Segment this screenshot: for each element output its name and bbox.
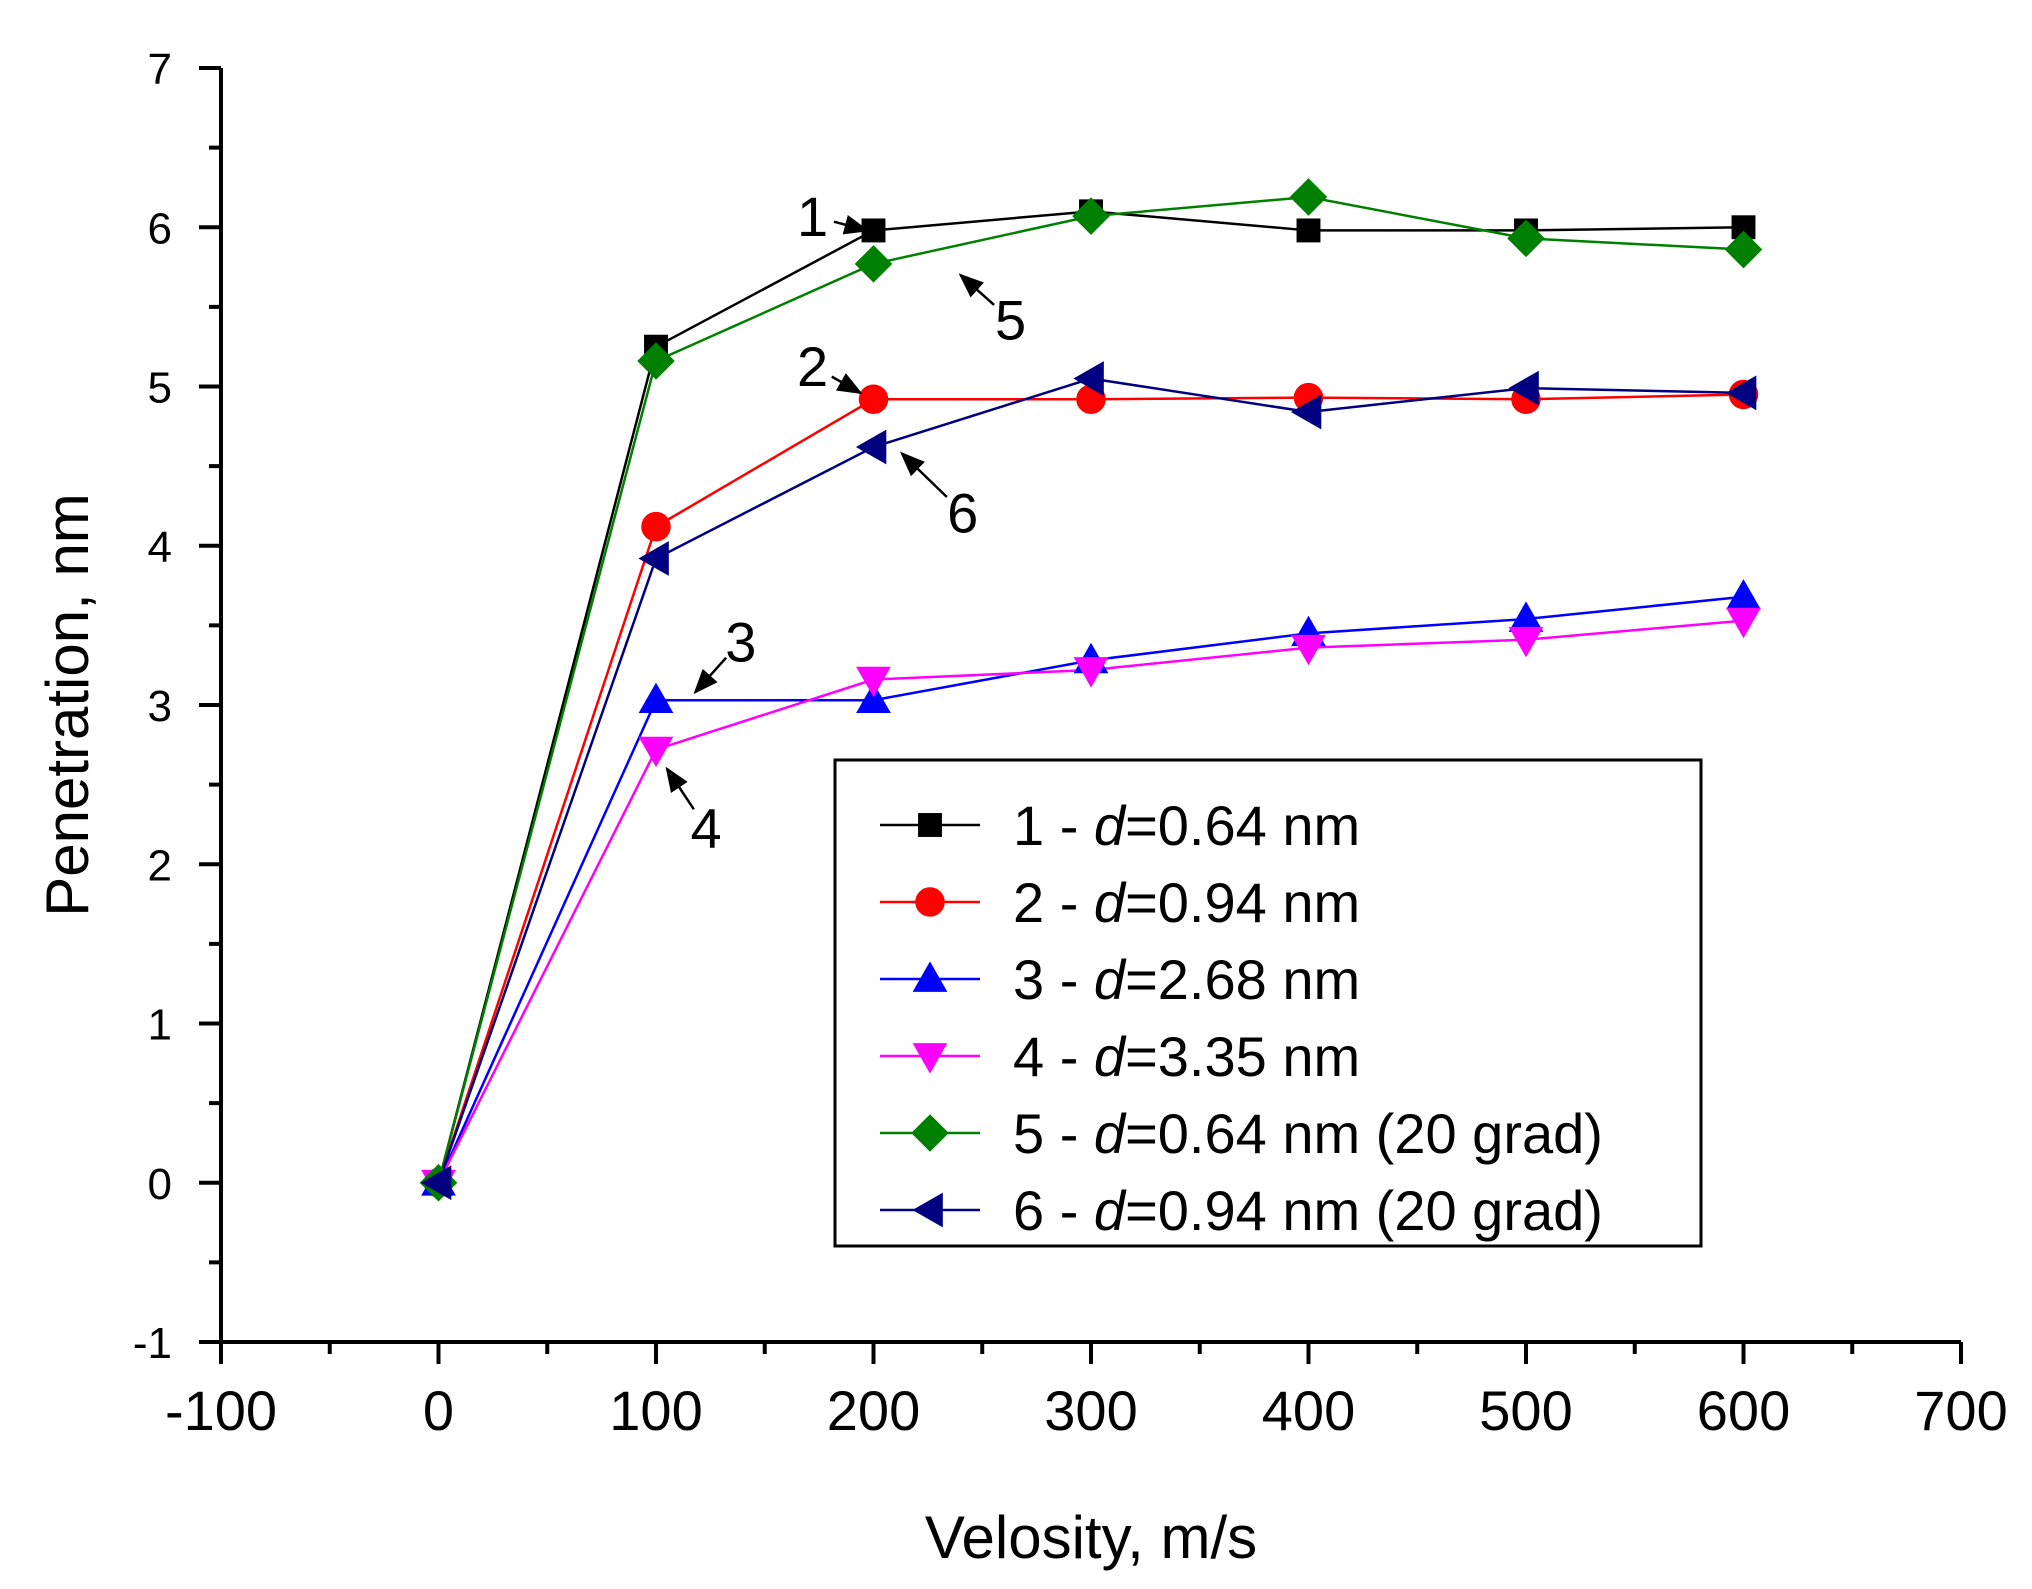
x-tick-label: -100 xyxy=(165,1379,277,1442)
data-point-series-6 xyxy=(1290,394,1322,430)
data-point-series-2 xyxy=(641,511,671,542)
legend-suffix: =2.68 nm xyxy=(1125,948,1360,1011)
legend-label-6: 6 - d=0.94 nm (20 grad) xyxy=(1013,1179,1603,1242)
y-tick-label: 5 xyxy=(148,364,172,413)
data-point-series-6 xyxy=(1073,361,1104,396)
data-point-series-4 xyxy=(1073,657,1109,688)
data-point-series-5 xyxy=(637,342,675,380)
y-tick-label: 6 xyxy=(148,204,172,253)
legend-prefix: 2 - xyxy=(1013,871,1094,934)
annotation-arrow-2 xyxy=(831,373,863,395)
data-point-series-1 xyxy=(1296,218,1321,243)
annotation-arrow-3 xyxy=(693,656,728,695)
legend-marker-5 xyxy=(911,1114,949,1152)
legend-box xyxy=(833,758,1703,1248)
legend-label-5: 5 - d=0.64 nm (20 grad) xyxy=(1013,1102,1603,1165)
y-tick-label: 0 xyxy=(148,1160,172,1209)
legend-suffix: =3.35 nm xyxy=(1125,1025,1360,1088)
legend-marker-3 xyxy=(912,961,948,992)
data-point-series-6 xyxy=(1725,375,1757,411)
legend-label-2: 2 - d=0.94 nm xyxy=(1013,871,1360,934)
legend: 1 - d=0.64 nm2 - d=0.94 nm3 - d=2.68 nm4… xyxy=(833,758,1703,1248)
legend-prefix: 6 - xyxy=(1013,1179,1094,1242)
x-tick-label: 600 xyxy=(1697,1379,1790,1442)
legend-marker-2 xyxy=(915,887,945,917)
x-tick-label: 500 xyxy=(1479,1379,1572,1442)
legend-var: d xyxy=(1094,1102,1127,1165)
data-point-series-4 xyxy=(1291,634,1326,666)
annotation-arrow-1 xyxy=(833,215,870,235)
data-point-series-5 xyxy=(854,245,893,283)
legend-var: d xyxy=(1094,948,1127,1011)
legend-var: d xyxy=(1094,1179,1127,1242)
data-point-series-3 xyxy=(638,682,674,714)
legend-prefix: 3 - xyxy=(1013,948,1094,1011)
axes: -100 0 100 200 300 400 500 600 700 -1 0 1 2 3 4 5 6 7 xyxy=(133,45,2008,1442)
legend-suffix: =0.94 nm xyxy=(1125,871,1360,934)
x-axis-title: Velosity, m/s xyxy=(925,1504,1257,1571)
annotation-label-3: 3 xyxy=(725,610,756,673)
x-tick-label: 0 xyxy=(423,1379,454,1442)
annotation-label-4: 4 xyxy=(690,797,721,860)
x-tick-label: 200 xyxy=(827,1379,920,1442)
legend-suffix: =0.94 nm (20 grad) xyxy=(1125,1179,1603,1242)
legend-prefix: 1 - xyxy=(1013,794,1094,857)
annotation-label-5: 5 xyxy=(995,289,1026,352)
legend-suffix: =0.64 nm (20 grad) xyxy=(1125,1102,1603,1165)
annotation-label-2: 2 xyxy=(797,335,828,398)
y-tick-label: 3 xyxy=(148,682,172,731)
y-axis-title: Penetration, nm xyxy=(34,493,101,917)
legend-marker-6 xyxy=(912,1192,943,1228)
legend-marker-4 xyxy=(912,1043,948,1074)
data-point-series-4 xyxy=(638,736,674,768)
data-point-series-4 xyxy=(856,666,891,698)
legend-var: d xyxy=(1094,1025,1127,1088)
data-point-series-4 xyxy=(1508,626,1544,658)
y-tick-label: 1 xyxy=(148,1001,172,1050)
data-point-series-6 xyxy=(1508,370,1539,406)
x-tick-label: 700 xyxy=(1914,1379,2007,1442)
legend-label-4: 4 - d=3.35 nm xyxy=(1013,1025,1360,1088)
data-point-series-6 xyxy=(420,1165,452,1201)
data-point-series-2 xyxy=(858,384,889,414)
data-point-series-5 xyxy=(1289,178,1328,216)
annotations: 1 5 2 6 3 4 xyxy=(665,185,1026,860)
legend-suffix: =0.64 nm xyxy=(1125,794,1360,857)
legend-var: d xyxy=(1094,871,1127,934)
y-tick-label: 7 xyxy=(148,45,172,94)
data-point-series-5 xyxy=(1724,230,1763,269)
legend-label-1: 1 - d=0.64 nm xyxy=(1013,794,1360,857)
legend-var: d xyxy=(1094,794,1127,857)
data-point-series-6 xyxy=(638,541,669,576)
x-tick-label: 100 xyxy=(609,1379,702,1442)
data-point-series-3 xyxy=(856,682,891,714)
annotation-label-1: 1 xyxy=(797,185,828,248)
y-tick-label: 4 xyxy=(148,523,172,572)
legend-prefix: 4 - xyxy=(1013,1025,1094,1088)
annotation-arrow-5 xyxy=(958,273,995,306)
y-tick-label: 2 xyxy=(148,841,172,890)
x-tick-label: 300 xyxy=(1044,1379,1137,1442)
annotation-arrow-4 xyxy=(665,766,695,810)
legend-prefix: 5 - xyxy=(1013,1102,1094,1165)
annotation-label-6: 6 xyxy=(947,481,978,544)
series-markers xyxy=(419,178,1763,1202)
annotation-arrow-6 xyxy=(899,451,948,498)
data-point-series-6 xyxy=(855,429,887,465)
legend-marker-1 xyxy=(918,813,942,837)
y-tick-label: -1 xyxy=(133,1319,172,1368)
data-point-series-5 xyxy=(1072,197,1110,235)
x-tick-label: 400 xyxy=(1262,1379,1355,1442)
data-point-series-5 xyxy=(1507,219,1545,258)
legend-label-3: 3 - d=2.68 nm xyxy=(1013,948,1360,1011)
data-point-series-4 xyxy=(1726,607,1761,639)
